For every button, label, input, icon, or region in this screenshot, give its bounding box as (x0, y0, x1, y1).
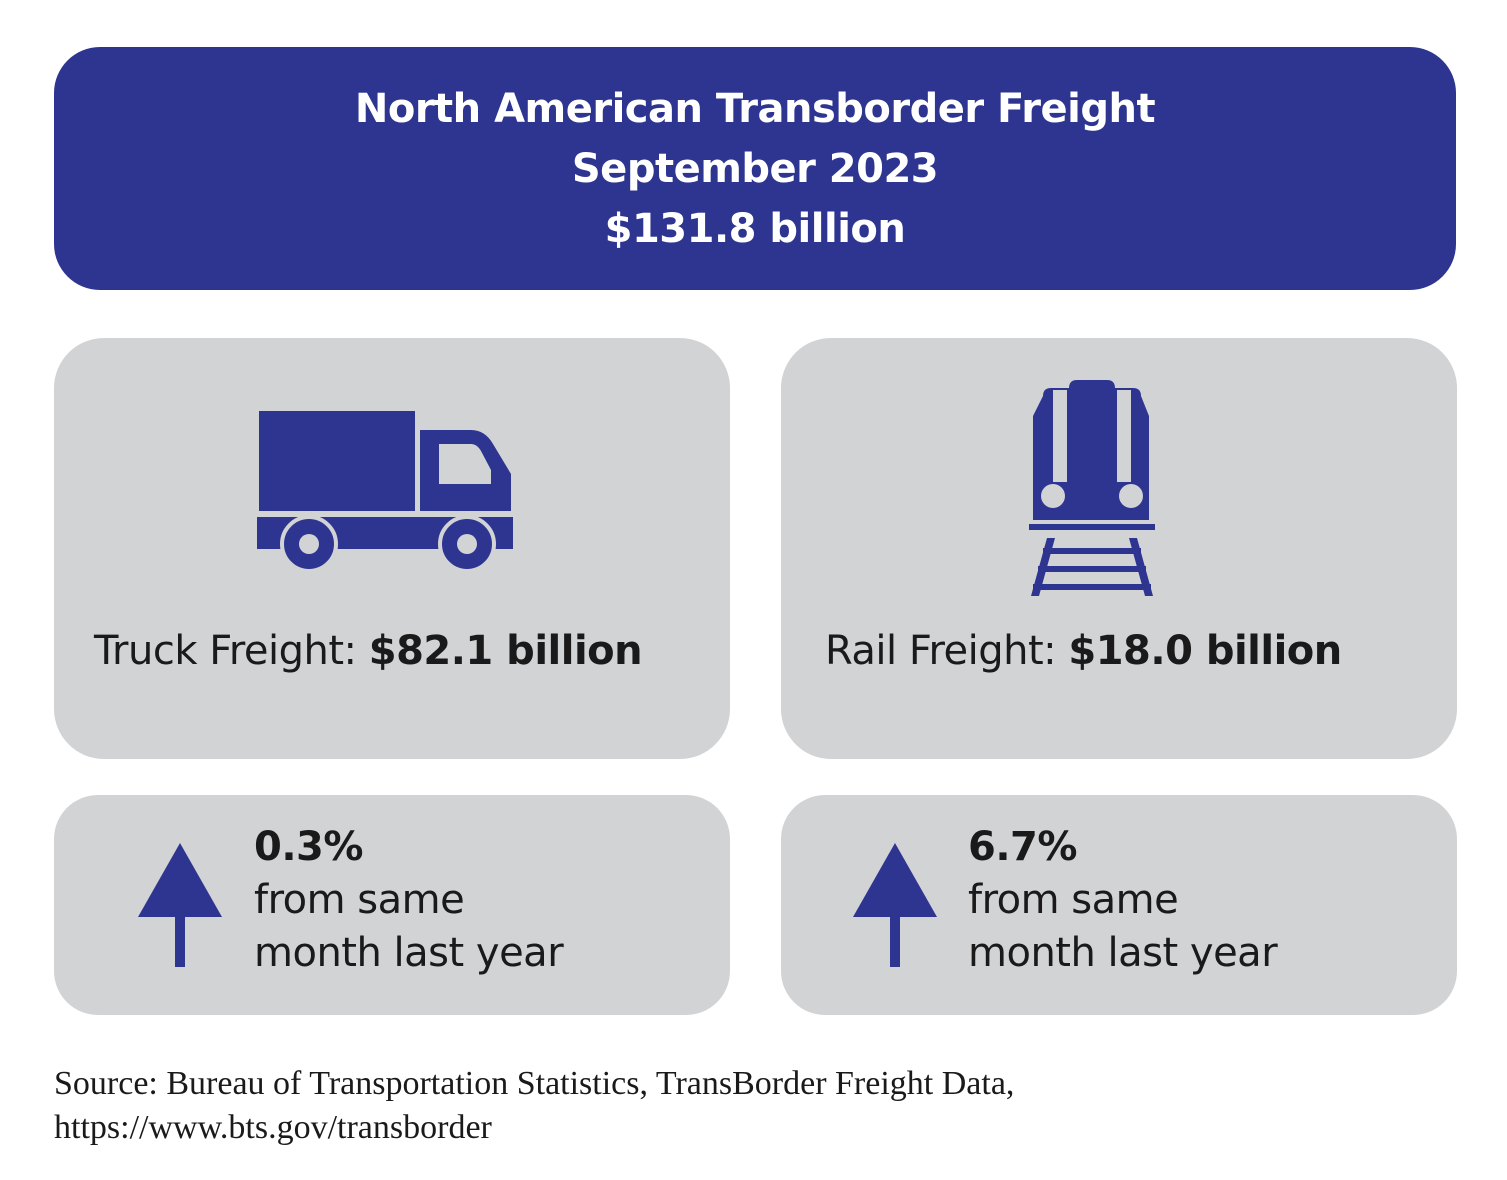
rail-change-desc-1: from same (968, 877, 1179, 923)
rail-card: Rail Freight: $18.0 billion (781, 338, 1457, 759)
train-icon (1029, 380, 1155, 596)
truck-freight-caption: Truck Freight: (94, 628, 357, 674)
rail-freight-value: $18.0 billion (1068, 628, 1342, 674)
header-banner: North American Transborder Freight Septe… (54, 47, 1456, 290)
truck-icon (257, 411, 513, 572)
truck-trend-text: 0.3% from same month last year (254, 821, 564, 980)
truck-trend-card: 0.3% from same month last year (54, 795, 730, 1015)
rail-change-percent: 6.7% (968, 824, 1077, 870)
truck-change-desc-1: from same (254, 877, 465, 923)
arrow-up-icon (853, 843, 937, 967)
rail-trend-card: 6.7% from same month last year (781, 795, 1457, 1015)
arrow-up-icon (138, 843, 222, 967)
rail-freight-caption: Rail Freight: (825, 628, 1057, 674)
rail-change-desc-2: month last year (968, 930, 1278, 976)
truck-freight-value: $82.1 billion (368, 628, 643, 674)
page-title: North American Transborder Freight (354, 85, 1156, 132)
source-url: https://www.bts.gov/transborder (54, 1109, 492, 1146)
truck-card: Truck Freight: $82.1 billion (54, 338, 730, 759)
rail-freight-label: Rail Freight: $18.0 billion (825, 628, 1342, 674)
truck-freight-label: Truck Freight: $82.1 billion (94, 628, 643, 674)
period-label: September 2023 (571, 145, 939, 192)
truck-change-desc-2: month last year (254, 930, 564, 976)
source-citation: Source: Bureau of Transportation Statist… (54, 1062, 1454, 1150)
total-value: $131.8 billion (604, 205, 906, 252)
truck-change-percent: 0.3% (254, 824, 363, 870)
rail-trend-text: 6.7% from same month last year (968, 821, 1278, 980)
source-line-1: Source: Bureau of Transportation Statist… (54, 1065, 1015, 1102)
